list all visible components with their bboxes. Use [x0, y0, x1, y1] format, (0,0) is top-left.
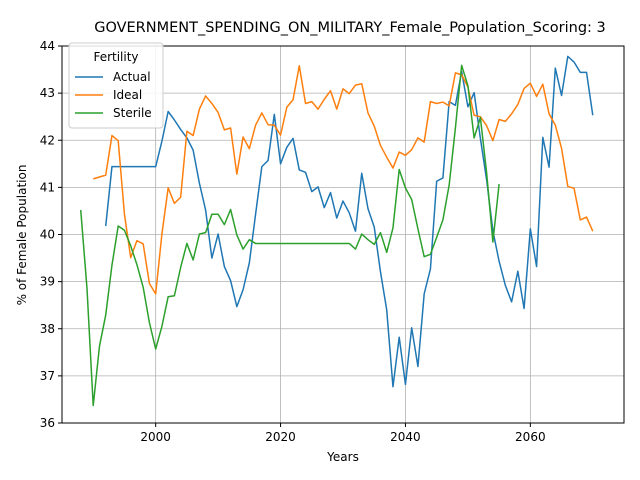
y-tick-label: 37: [40, 369, 55, 383]
x-axis-label: Years: [326, 450, 359, 464]
chart-title: GOVERNMENT_SPENDING_ON_MILITARY_Female_P…: [94, 20, 606, 36]
legend-label-actual: Actual: [113, 70, 151, 84]
y-tick-label: 44: [40, 39, 55, 53]
legend-title: Fertility: [93, 50, 138, 64]
x-tick-label: 2060: [515, 430, 546, 444]
y-tick-label: 41: [40, 180, 55, 194]
legend: Fertility Actual Ideal Sterile: [69, 43, 163, 128]
y-axis-label: % of Female Population: [15, 165, 29, 306]
x-tick-label: 2020: [265, 430, 296, 444]
y-tick-label: 40: [40, 228, 55, 242]
y-tick-label: 36: [40, 416, 55, 430]
y-tick-label: 42: [40, 133, 55, 147]
x-tick-label: 2000: [140, 430, 171, 444]
y-tick-label: 38: [40, 322, 55, 336]
y-tick-label: 39: [40, 275, 55, 289]
legend-label-ideal: Ideal: [113, 88, 142, 102]
x-tick-label: 2040: [390, 430, 421, 444]
y-tick-label: 43: [40, 86, 55, 100]
legend-label-sterile: Sterile: [113, 106, 152, 120]
